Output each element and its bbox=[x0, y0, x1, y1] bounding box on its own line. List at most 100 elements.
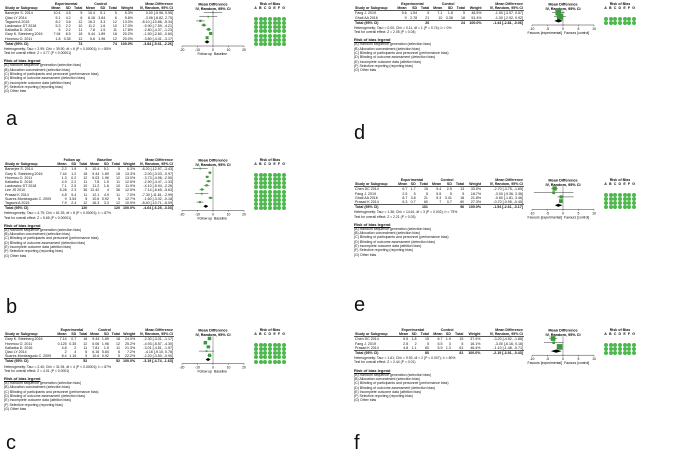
study-name: Honmou O. 2011 bbox=[5, 36, 33, 41]
cell: 5.4 bbox=[71, 192, 77, 197]
cell: 36 bbox=[115, 188, 120, 193]
cell: 7.81 bbox=[92, 345, 100, 350]
cell: 9.44 bbox=[92, 171, 100, 176]
rob-dot bbox=[258, 189, 263, 194]
study-name: Fang J. 2019 bbox=[355, 11, 376, 16]
rob-dot bbox=[277, 25, 282, 30]
cell: 5.06 bbox=[92, 341, 100, 346]
rob-dot bbox=[258, 172, 263, 177]
rob-dot bbox=[622, 16, 627, 21]
cell: -1.50 [-3.57, 0.57] bbox=[494, 11, 523, 16]
cell: 5 bbox=[85, 196, 88, 201]
cell: -2.90 [-4.47, -1.33] bbox=[143, 180, 173, 185]
rob-dot bbox=[622, 342, 627, 347]
cell: 5.9 bbox=[437, 345, 443, 350]
header-md: Mean Difference bbox=[145, 158, 173, 162]
rob-dot bbox=[613, 346, 618, 351]
rob-legend-item: (B) Allocation concealment (selection bi… bbox=[354, 376, 420, 381]
cell: 1.9 bbox=[71, 167, 77, 172]
total-label: Total (95% CI) bbox=[354, 350, 396, 356]
cell: 11.9% bbox=[125, 184, 136, 189]
rob-dot bbox=[258, 176, 263, 181]
cell: 5.28 bbox=[59, 188, 67, 193]
header-total: Total bbox=[416, 182, 429, 188]
cell: 4.2 bbox=[65, 15, 71, 20]
header-mean: Mean bbox=[395, 332, 410, 338]
cell: 5.84 bbox=[101, 350, 109, 355]
header-experimental: Experimental bbox=[401, 328, 425, 332]
rob-dot bbox=[272, 346, 277, 351]
cell: 9.4 bbox=[436, 187, 442, 192]
header-sd: SD bbox=[443, 332, 452, 338]
effect-square bbox=[205, 36, 209, 40]
x-tick-label: 5 bbox=[578, 357, 580, 361]
rob-row bbox=[250, 183, 290, 194]
heterogeneity-note: Heterogeneity: Tau² = 2.40; Chi² = 31.94… bbox=[4, 364, 112, 369]
cell: 4.5 bbox=[65, 11, 71, 16]
cell: 10 bbox=[83, 184, 88, 189]
header-total: Total bbox=[451, 332, 465, 338]
cell: 5.5 bbox=[437, 341, 443, 346]
rob-dot bbox=[263, 41, 268, 46]
effect-square bbox=[552, 186, 557, 191]
x-tick-label: 20 bbox=[242, 48, 246, 52]
total-label: Total (95% CI) bbox=[4, 205, 56, 211]
study-name: Suarez-Monteagudo C. 2009 bbox=[5, 196, 52, 201]
rob-dot bbox=[281, 33, 286, 38]
total-cell bbox=[428, 204, 443, 210]
rob-legend-item: (E) Incomplete outcome data (attrition b… bbox=[354, 59, 422, 64]
x-tick-label: 20 bbox=[242, 212, 246, 216]
rob-dot bbox=[258, 193, 263, 198]
header-mean: Mean bbox=[48, 6, 62, 12]
rob-row bbox=[250, 336, 290, 347]
cell: 3.38 bbox=[445, 15, 453, 20]
cell: 5.6% bbox=[124, 15, 133, 20]
x-tick-label: 0 bbox=[562, 27, 564, 31]
rob-dot bbox=[272, 33, 277, 38]
cell: 7 bbox=[439, 200, 442, 205]
cell: 12.1 bbox=[92, 192, 100, 197]
total-cell: 100.0% bbox=[120, 358, 137, 364]
rob-row bbox=[600, 14, 640, 25]
cell: 5 bbox=[117, 354, 120, 359]
cell: 18 bbox=[112, 32, 117, 37]
risk-of-bias-grid: Risk of Bias A B C D E F G bbox=[600, 2, 640, 25]
rob-dot bbox=[277, 185, 282, 190]
rob-dot bbox=[272, 29, 277, 34]
cell: 10 bbox=[438, 15, 443, 20]
cell: 2 bbox=[64, 350, 67, 355]
rob-dot bbox=[263, 33, 268, 38]
x-tick-label: 20 bbox=[242, 366, 246, 370]
cell: 1.89 bbox=[101, 171, 109, 176]
cell: 4.8 bbox=[61, 345, 67, 350]
rob-dot bbox=[268, 355, 272, 360]
rob-dot bbox=[254, 37, 259, 42]
rob-header: Risk of Bias bbox=[259, 158, 281, 162]
total-cell bbox=[61, 40, 72, 47]
x-tick-label: 10 bbox=[592, 357, 596, 361]
x-tick-label: 10 bbox=[592, 211, 596, 215]
rob-dot bbox=[277, 33, 282, 38]
cell: 0.125 bbox=[57, 341, 67, 346]
rob-dot bbox=[281, 181, 286, 186]
header-control: Control bbox=[440, 328, 454, 332]
x-tick-label: 5 bbox=[578, 211, 580, 215]
risk-of-bias-grid: Risk of Bias A B C D E F G bbox=[250, 2, 290, 46]
cell: 6.5 bbox=[65, 32, 71, 37]
cell: 6 bbox=[114, 15, 117, 20]
cell: 13 bbox=[460, 187, 465, 192]
table-row: Lee JS 2010 5.28 2.3 36 12.42 4 36 12.5% -7.14 [… bbox=[4, 188, 174, 192]
rob-dot bbox=[627, 342, 632, 347]
rob-dot bbox=[613, 205, 618, 210]
effect-square bbox=[550, 336, 556, 341]
cell: 15 bbox=[423, 187, 428, 192]
rob-dot bbox=[627, 205, 632, 210]
cell: -3.73 [-4.96, -2.50] bbox=[143, 175, 173, 180]
header-md: Mean Difference bbox=[145, 328, 173, 332]
x-tick-label: -10 bbox=[530, 357, 535, 361]
effect-square bbox=[198, 201, 202, 204]
rob-row bbox=[250, 340, 290, 351]
cell: -1.60 [-3.02, -0.18] bbox=[143, 196, 173, 201]
rob-dot bbox=[277, 346, 282, 351]
